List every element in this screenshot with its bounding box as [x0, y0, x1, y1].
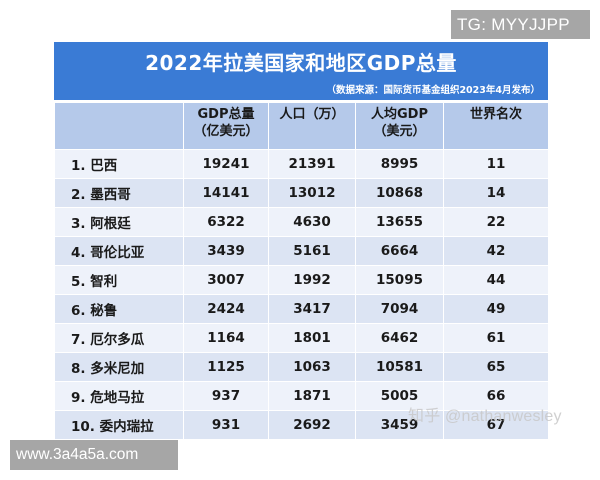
gdp-value: 937: [183, 381, 269, 411]
gdp-value: 1164: [183, 323, 269, 353]
table-row: 2. 墨西哥 14141 13012 10868 14: [54, 178, 549, 208]
header-gdp-line1: GDP总量: [197, 107, 255, 122]
gdp-per-capita-value: 3459: [355, 410, 444, 440]
header-gdp: GDP总量 （亿美元）: [183, 102, 269, 150]
gdp-per-capita-value: 15095: [355, 265, 444, 295]
gdp-per-capita-value: 6462: [355, 323, 444, 353]
country-name: 5. 智利: [54, 265, 184, 295]
data-source-note: （数据来源：国际货币基金组织2023年4月发布）: [326, 85, 540, 96]
country-name: 3. 阿根廷: [54, 207, 184, 237]
gdp-value: 19241: [183, 149, 269, 179]
country-name: 1. 巴西: [54, 149, 184, 179]
gdp-value: 14141: [183, 178, 269, 208]
country-name: 10. 委内瑞拉: [54, 410, 184, 440]
tg-watermark: TG: MYYJJPP: [451, 10, 590, 39]
table-row: 6. 秘鲁 2424 3417 7094 49: [54, 294, 549, 324]
header-population: 人口（万）: [268, 102, 356, 150]
site-watermark: www.3a4a5a.com: [10, 440, 178, 470]
population-value: 5161: [268, 236, 356, 266]
world-rank-value: 67: [443, 410, 549, 440]
table-row: 9. 危地马拉 937 1871 5005 66: [54, 381, 549, 411]
gdp-value: 3007: [183, 265, 269, 295]
table-row: 4. 哥伦比亚 3439 5161 6664 42: [54, 236, 549, 266]
country-name: 4. 哥伦比亚: [54, 236, 184, 266]
population-value: 21391: [268, 149, 356, 179]
world-rank-value: 61: [443, 323, 549, 353]
gdp-table-card: 2022年拉美国家和地区GDP总量 （数据来源：国际货币基金组织2023年4月发…: [54, 42, 549, 440]
population-value: 4630: [268, 207, 356, 237]
table-row: 5. 智利 3007 1992 15095 44: [54, 265, 549, 295]
header-country: [54, 102, 184, 150]
header-world-rank: 世界名次: [443, 102, 549, 150]
country-name: 2. 墨西哥: [54, 178, 184, 208]
world-rank-value: 66: [443, 381, 549, 411]
world-rank-value: 14: [443, 178, 549, 208]
table-row: 10. 委内瑞拉 931 2692 3459 67: [54, 410, 549, 440]
world-rank-value: 11: [443, 149, 549, 179]
gdp-per-capita-value: 6664: [355, 236, 444, 266]
gdp-per-capita-value: 8995: [355, 149, 444, 179]
table-row: 1. 巴西 19241 21391 8995 11: [54, 149, 549, 179]
population-value: 13012: [268, 178, 356, 208]
gdp-value: 2424: [183, 294, 269, 324]
population-value: 1871: [268, 381, 356, 411]
header-gdp-per-capita-line1: 人均GDP: [371, 107, 428, 122]
header-gdp-line2: （亿美元）: [193, 124, 259, 139]
gdp-value: 1125: [183, 352, 269, 382]
gdp-value: 931: [183, 410, 269, 440]
population-value: 1992: [268, 265, 356, 295]
header-world-rank-line1: 世界名次: [469, 107, 522, 122]
header-gdp-per-capita-line2: （美元）: [373, 124, 426, 139]
zhihu-watermark: 知乎 @nathanwesley: [408, 408, 562, 425]
world-rank-value: 44: [443, 265, 549, 295]
world-rank-value: 49: [443, 294, 549, 324]
population-value: 3417: [268, 294, 356, 324]
population-value: 1063: [268, 352, 356, 382]
table-row: 7. 厄尔多瓜 1164 1801 6462 61: [54, 323, 549, 353]
gdp-per-capita-value: 13655: [355, 207, 444, 237]
world-rank-value: 22: [443, 207, 549, 237]
table-row: 3. 阿根廷 6322 4630 13655 22: [54, 207, 549, 237]
table-row: 8. 多米尼加 1125 1063 10581 65: [54, 352, 549, 382]
header-population-line1: 人口（万）: [279, 107, 345, 122]
page-title: 2022年拉美国家和地区GDP总量: [145, 51, 457, 75]
country-name: 9. 危地马拉: [54, 381, 184, 411]
gdp-value: 3439: [183, 236, 269, 266]
gdp-per-capita-value: 10868: [355, 178, 444, 208]
table-header-row: GDP总量 （亿美元） 人口（万） 人均GDP （美元） 世界名次: [54, 102, 549, 150]
gdp-value: 6322: [183, 207, 269, 237]
country-name: 6. 秘鲁: [54, 294, 184, 324]
population-value: 2692: [268, 410, 356, 440]
country-name: 7. 厄尔多瓜: [54, 323, 184, 353]
gdp-per-capita-value: 10581: [355, 352, 444, 382]
world-rank-value: 65: [443, 352, 549, 382]
country-name: 8. 多米尼加: [54, 352, 184, 382]
gdp-per-capita-value: 7094: [355, 294, 444, 324]
title-bar: 2022年拉美国家和地区GDP总量 （数据来源：国际货币基金组织2023年4月发…: [54, 42, 548, 100]
population-value: 1801: [268, 323, 356, 353]
gdp-table: GDP总量 （亿美元） 人口（万） 人均GDP （美元） 世界名次 1. 巴西 …: [54, 102, 549, 440]
header-gdp-per-capita: 人均GDP （美元）: [355, 102, 444, 150]
world-rank-value: 42: [443, 236, 549, 266]
